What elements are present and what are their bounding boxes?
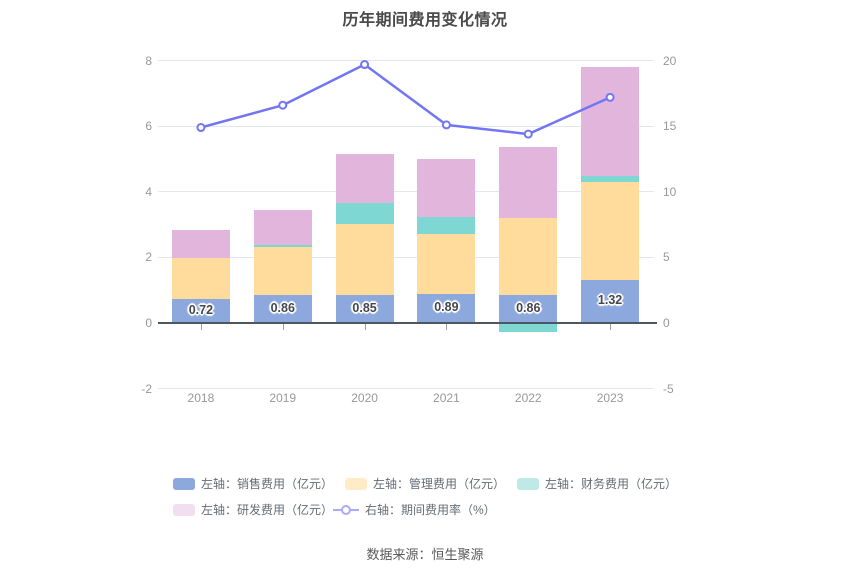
legend-label: 左轴：销售费用（亿元） bbox=[201, 477, 334, 491]
x-axis-label: 2022 bbox=[514, 391, 542, 405]
bar-segment[interactable] bbox=[417, 217, 476, 235]
legend-swatch-icon bbox=[345, 478, 367, 490]
bar-segment[interactable] bbox=[335, 224, 394, 296]
legend-label: 左轴：财务费用（亿元） bbox=[545, 477, 678, 491]
grid-line bbox=[158, 191, 654, 193]
left-axis-tick-label: 2 bbox=[145, 250, 152, 265]
bar-value-label: 0.86 bbox=[516, 300, 541, 315]
left-axis-tick-label: 8 bbox=[145, 53, 152, 68]
legend-swatch-icon bbox=[173, 504, 195, 516]
chart-title: 历年期间费用变化情况 bbox=[342, 12, 508, 29]
x-axis-label: 2023 bbox=[596, 391, 624, 405]
line-data-point[interactable] bbox=[523, 129, 533, 139]
bar-segment[interactable] bbox=[335, 295, 394, 323]
x-axis-tick bbox=[610, 324, 612, 330]
line-data-point[interactable] bbox=[360, 60, 370, 70]
x-axis-label: 2021 bbox=[433, 391, 460, 405]
right-axis-tick-label: 20 bbox=[663, 53, 677, 68]
left-axis-tick-label: 0 bbox=[145, 316, 152, 330]
legend-swatch-icon bbox=[173, 478, 195, 490]
left-axis-tick-label: 4 bbox=[145, 184, 152, 199]
bar-value-label: 0.72 bbox=[188, 303, 214, 318]
bar-segment[interactable] bbox=[499, 294, 558, 323]
bar-segment[interactable] bbox=[253, 247, 312, 295]
grid-line bbox=[158, 388, 654, 390]
bar-value-label: 0.85 bbox=[352, 301, 377, 316]
x-axis-line bbox=[158, 322, 657, 324]
legend-label: 左轴：管理费用（亿元） bbox=[373, 477, 506, 491]
bar-segment[interactable] bbox=[253, 210, 312, 246]
bar-value-label: 0.89 bbox=[434, 300, 459, 315]
bar-segment[interactable] bbox=[335, 203, 394, 225]
right-axis-tick-label: 5 bbox=[663, 250, 670, 265]
legend-label: 右轴：期间费用率（%） bbox=[365, 503, 496, 517]
grid-line bbox=[158, 60, 654, 62]
right-axis-tick-label: 0 bbox=[663, 316, 670, 330]
line-data-point[interactable] bbox=[278, 100, 288, 110]
bar-segment[interactable] bbox=[253, 245, 312, 248]
left-axis-tick-label: 6 bbox=[145, 119, 152, 134]
bar-value-label: 0.86 bbox=[270, 300, 295, 315]
grid-line bbox=[158, 125, 654, 127]
left-axis-tick-label: -2 bbox=[141, 381, 152, 396]
bar-segment[interactable] bbox=[417, 159, 476, 218]
data-source: 数据来源：恒生聚源 bbox=[366, 547, 484, 562]
bar-segment[interactable] bbox=[499, 146, 558, 218]
bar-segment[interactable] bbox=[171, 258, 230, 300]
bar-segment[interactable] bbox=[417, 234, 476, 294]
x-axis-label: 2020 bbox=[351, 391, 378, 405]
x-axis-tick bbox=[446, 324, 448, 330]
legend-label: 左轴：研发费用（亿元） bbox=[201, 503, 334, 517]
bar-segment[interactable] bbox=[581, 66, 640, 177]
bar-segment[interactable] bbox=[499, 217, 558, 295]
x-axis-label: 2019 bbox=[269, 391, 297, 405]
bar-value-label: 1.32 bbox=[597, 293, 623, 308]
right-axis-tick-label: 15 bbox=[663, 119, 677, 134]
bar-segment[interactable] bbox=[581, 181, 640, 280]
expense-ratio-line bbox=[200, 63, 611, 136]
bar-segment[interactable] bbox=[253, 294, 312, 323]
legend-line-icon bbox=[333, 503, 359, 517]
bar-segment[interactable] bbox=[417, 293, 476, 323]
bar-segment[interactable] bbox=[581, 279, 640, 323]
x-axis-tick bbox=[282, 324, 284, 330]
bar-segment[interactable] bbox=[499, 323, 558, 332]
x-axis-tick bbox=[364, 324, 366, 330]
bar-segment[interactable] bbox=[171, 299, 230, 323]
grid-line bbox=[158, 256, 654, 258]
x-axis-tick bbox=[200, 324, 202, 330]
bar-segment[interactable] bbox=[335, 154, 394, 204]
bar-segment[interactable] bbox=[581, 176, 640, 182]
legend-swatch-icon bbox=[517, 478, 539, 490]
bar-segment[interactable] bbox=[171, 229, 230, 259]
right-axis-tick-label: 10 bbox=[663, 184, 677, 199]
x-axis-label: 2018 bbox=[187, 391, 215, 405]
right-axis-tick-label: -5 bbox=[663, 381, 674, 396]
